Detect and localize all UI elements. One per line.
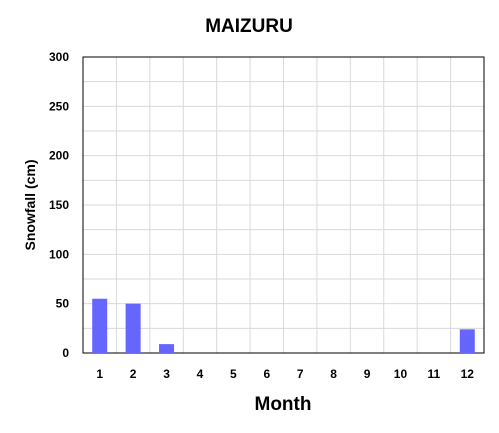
x-axis-label: Month bbox=[255, 394, 312, 415]
y-tick-label: 200 bbox=[49, 149, 69, 163]
x-tick-label: 6 bbox=[263, 367, 270, 381]
y-tick-label: 0 bbox=[62, 346, 69, 360]
y-axis-label: Snowfall (cm) bbox=[22, 159, 38, 250]
x-tick-label: 8 bbox=[330, 367, 337, 381]
x-tick-label: 2 bbox=[130, 367, 137, 381]
x-tick-labels: 1 2 3 4 5 6 7 8 9 10 11 12 bbox=[96, 367, 474, 381]
x-tick-label: 11 bbox=[428, 367, 441, 381]
y-tick-label: 50 bbox=[56, 297, 70, 311]
bar-month-3 bbox=[159, 344, 175, 353]
y-tick-label: 150 bbox=[49, 198, 69, 212]
x-tick-label: 3 bbox=[163, 367, 170, 381]
bar-month-12 bbox=[459, 329, 475, 353]
y-tick-labels: 0 50 100 150 200 250 300 bbox=[49, 50, 69, 360]
x-tick-label: 9 bbox=[364, 367, 371, 381]
bar-month-1 bbox=[92, 298, 108, 353]
y-tick-label: 300 bbox=[49, 50, 69, 64]
x-tick-label: 5 bbox=[230, 367, 237, 381]
x-tick-label: 1 bbox=[96, 367, 103, 381]
plot-area bbox=[82, 56, 485, 354]
x-tick-label: 7 bbox=[297, 367, 304, 381]
x-tick-label: 10 bbox=[394, 367, 408, 381]
chart-title: MAIZURU bbox=[205, 16, 293, 37]
y-tick-label: 250 bbox=[49, 99, 69, 113]
y-tick-label: 100 bbox=[49, 247, 69, 261]
bars bbox=[92, 298, 475, 353]
x-tick-label: 4 bbox=[197, 367, 204, 381]
x-tick-label: 12 bbox=[461, 367, 475, 381]
grid-lines bbox=[83, 57, 484, 353]
bar-month-2 bbox=[125, 303, 141, 353]
